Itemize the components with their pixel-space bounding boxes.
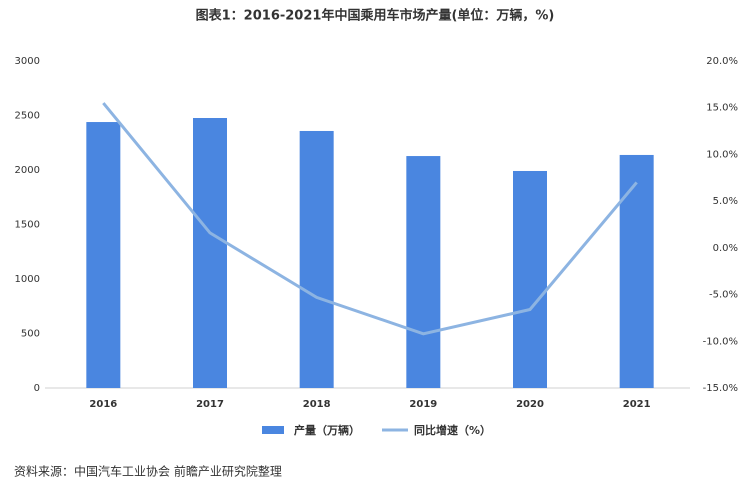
y-tick-label: 2000 xyxy=(15,165,40,176)
y2-tick-label: 20.0% xyxy=(706,56,738,67)
y-tick-label: 0 xyxy=(34,383,40,394)
x-tick-label: 2021 xyxy=(623,399,651,410)
y-tick-label: 1000 xyxy=(15,274,40,285)
chart-title: 图表1：2016-2021年中国乘用车市场产量(单位：万辆，%) xyxy=(196,8,555,24)
y2-tick-label: 0.0% xyxy=(713,243,738,254)
bar xyxy=(406,156,441,388)
y2-tick-label: 15.0% xyxy=(706,103,738,114)
source: 资料来源：中国汽车工业协会 前瞻产业研究院整理 xyxy=(14,464,282,479)
y-tick-label: 3000 xyxy=(15,56,40,67)
y2-tick-label: -10.0% xyxy=(703,336,738,347)
bar xyxy=(86,122,121,388)
x-tick-label: 2016 xyxy=(89,399,117,410)
y-tick-label: 2500 xyxy=(15,111,40,122)
x-tick-label: 2020 xyxy=(516,399,544,410)
legend-swatch xyxy=(262,426,284,434)
y-tick-label: 500 xyxy=(21,329,40,340)
y-tick-label: 1500 xyxy=(15,220,40,231)
y2-tick-label: 10.0% xyxy=(706,149,738,160)
line xyxy=(102,102,638,336)
bar xyxy=(619,154,654,388)
y2-tick-label: -5.0% xyxy=(709,290,738,301)
legend-label: 同比增速（%） xyxy=(414,423,491,437)
y2-tick-label: -15.0% xyxy=(703,383,738,394)
x-tick-label: 2017 xyxy=(196,399,224,410)
legend-label: 产量（万辆） xyxy=(294,423,360,437)
y2-tick-label: 5.0% xyxy=(713,196,738,207)
bar xyxy=(193,118,227,388)
x-tick-label: 2019 xyxy=(409,399,437,410)
x-tick-label: 2018 xyxy=(303,399,331,410)
bar xyxy=(299,130,334,388)
bar xyxy=(513,170,547,388)
